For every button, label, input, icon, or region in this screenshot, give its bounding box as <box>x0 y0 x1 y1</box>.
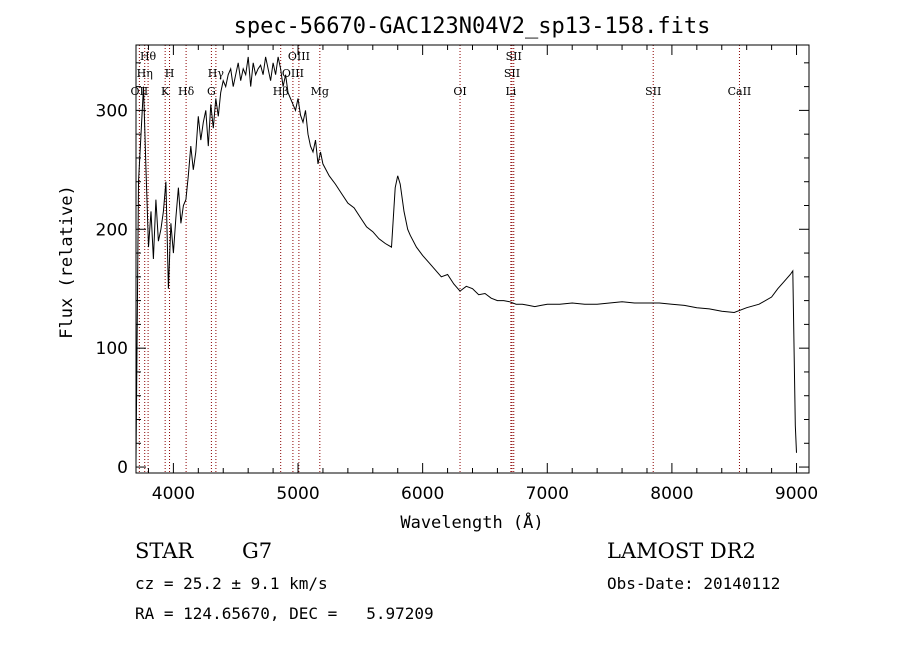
y-tick-label: 300 <box>96 101 128 121</box>
x-axis-label: Wavelength (Å) <box>400 511 543 533</box>
line-marker-label: SII <box>645 85 661 98</box>
y-axis-label: Flux (relative) <box>57 185 77 339</box>
x-tick-label: 8000 <box>650 484 693 504</box>
redshift-velocity: cz = 25.2 ± 9.1 km/s <box>135 574 328 593</box>
line-marker-label: Hθ <box>140 50 157 63</box>
line-marker-label: SII <box>506 50 522 63</box>
line-marker-label: Mg <box>311 85 329 98</box>
y-tick-label: 100 <box>96 339 128 359</box>
line-marker-label: Li <box>505 85 516 98</box>
line-marker-label: Hδ <box>178 85 195 98</box>
chart-title: spec-56670-GAC123N04V2_sp13-158.fits <box>234 14 711 39</box>
x-tick-label: 6000 <box>401 484 444 504</box>
line-marker-label: Hη <box>137 67 153 80</box>
x-tick-label: 9000 <box>775 484 818 504</box>
y-tick-label: 200 <box>96 220 128 240</box>
y-axis-ticks: 0 100 200 300 <box>96 62 809 478</box>
line-marker-label: OIII <box>288 50 310 63</box>
plot-frame <box>135 44 810 474</box>
x-axis-ticks: 4000 5000 6000 7000 8000 9000 <box>147 45 818 504</box>
line-marker-label: G <box>207 85 216 98</box>
line-marker-label: SII <box>504 67 520 80</box>
spectrum-line <box>135 56 797 462</box>
line-marker-label: K <box>161 85 170 98</box>
x-tick-label: 7000 <box>526 484 569 504</box>
object-class: STAR <box>135 539 194 563</box>
line-marker-label: CaII <box>728 85 752 98</box>
x-tick-label: 4000 <box>152 484 195 504</box>
line-marker-label: OI <box>453 85 466 98</box>
data-release: LAMOST DR2 <box>607 539 756 563</box>
line-marker-label: H <box>165 67 175 80</box>
line-marker-label: Hβ <box>273 85 289 98</box>
line-marker-label: Hγ <box>208 67 225 80</box>
spectral-line-markers <box>138 45 740 473</box>
line-marker-label: OIII <box>282 67 304 80</box>
x-tick-label: 5000 <box>276 484 319 504</box>
y-tick-label: 0 <box>117 458 128 478</box>
coordinates: RA = 124.65670, DEC = 5.97209 <box>135 604 434 623</box>
observation-date: Obs-Date: 20140112 <box>607 574 780 593</box>
spectral-subclass: G7 <box>242 539 272 563</box>
